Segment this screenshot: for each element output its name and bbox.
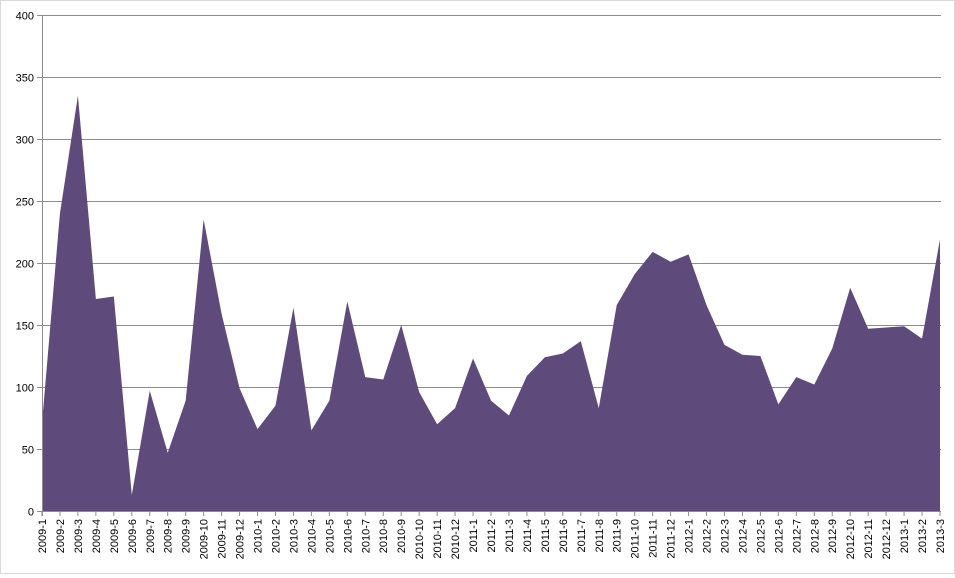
- x-tick-label: 2010-6: [342, 519, 354, 553]
- y-tick-labels: 0 50 100 150 200 250 300 350 400: [16, 11, 42, 519]
- x-tick-label: 2013-2: [917, 519, 929, 553]
- x-tick-label: 2012-7: [791, 519, 803, 553]
- x-tick-label: 2009-1: [37, 519, 49, 553]
- x-tick-label: 2012-2: [702, 519, 714, 553]
- x-tick-label: 2010-8: [378, 519, 390, 553]
- x-tick-label: 2013-3: [935, 519, 947, 553]
- x-tick-label: 2009-6: [127, 519, 139, 553]
- x-tick-label: 2010-9: [396, 519, 408, 553]
- x-tick-label: 2012-12: [881, 519, 893, 559]
- x-tick-label: 2010-2: [270, 519, 282, 553]
- y-tick-label: 150: [16, 321, 34, 333]
- x-tick-label: 2009-3: [73, 519, 85, 553]
- x-tick-label: 2012-4: [737, 519, 749, 553]
- x-tick-label: 2009-10: [199, 519, 211, 559]
- area-series: [42, 95, 940, 511]
- x-tick-label: 2012-9: [827, 519, 839, 553]
- x-tick-label: 2011-8: [594, 519, 606, 552]
- y-tick-label: 400: [16, 11, 34, 23]
- x-tick-label: 2011-12: [666, 519, 678, 559]
- x-tick-label: 2009-8: [163, 519, 175, 553]
- x-tick-label: 2009-4: [91, 519, 103, 553]
- x-tick-label: 2010-11: [432, 519, 444, 559]
- x-tick-label: 2012-3: [719, 519, 731, 553]
- x-tick-label: 2009-7: [145, 519, 157, 553]
- x-tick-label: 2010-1: [253, 519, 265, 553]
- x-tick-label: 2012-11: [863, 519, 875, 559]
- x-tick-label: 2010-5: [324, 519, 336, 553]
- x-tick-label: 2009-12: [235, 519, 247, 559]
- x-tick-label: 2009-2: [55, 519, 67, 553]
- x-tick-label: 2010-12: [450, 519, 462, 559]
- x-tick-label: 2009-5: [109, 519, 121, 553]
- x-tick-label: 2011-10: [630, 519, 642, 559]
- x-tick-label: 2010-4: [306, 519, 318, 553]
- y-tick-label: 250: [16, 197, 34, 209]
- x-tick-label: 2012-5: [755, 519, 767, 553]
- x-tick-label: 2011-4: [522, 519, 534, 552]
- x-tick-label: 2012-8: [809, 519, 821, 553]
- x-tick-label: 2013-1: [899, 519, 911, 553]
- x-tick-label: 2011-9: [612, 519, 624, 552]
- x-tick-labels: 2009-1 2009-2 2009-3 2009-4 2009-5 2009-6 2009…: [37, 511, 947, 559]
- x-tick-label: 2011-3: [504, 519, 516, 552]
- x-tick-label: 2011-11: [648, 519, 660, 558]
- x-tick-label: 2010-7: [360, 519, 372, 553]
- y-tick-label: 300: [16, 135, 34, 147]
- x-tick-label: 2011-6: [558, 519, 570, 552]
- x-tick-label: 2011-1: [468, 519, 480, 552]
- x-tick-label: 2011-2: [486, 519, 498, 552]
- x-tick-label: 2012-10: [845, 519, 857, 559]
- x-tick-label: 2009-11: [217, 519, 229, 559]
- x-tick-label: 2010-10: [414, 519, 426, 559]
- y-tick-label: 50: [22, 445, 34, 457]
- y-tick-label: 0: [28, 507, 34, 519]
- x-tick-label: 2009-9: [181, 519, 193, 553]
- x-tick-label: 2011-5: [540, 519, 552, 552]
- x-tick-label: 2011-7: [576, 519, 588, 552]
- series-area: [42, 95, 940, 511]
- y-tick-label: 100: [16, 383, 34, 395]
- y-tick-label: 350: [16, 73, 34, 85]
- x-tick-label: 2012-1: [684, 519, 696, 553]
- y-tick-label: 200: [16, 259, 34, 271]
- x-tick-label: 2010-3: [288, 519, 300, 553]
- x-tick-label: 2012-6: [773, 519, 785, 553]
